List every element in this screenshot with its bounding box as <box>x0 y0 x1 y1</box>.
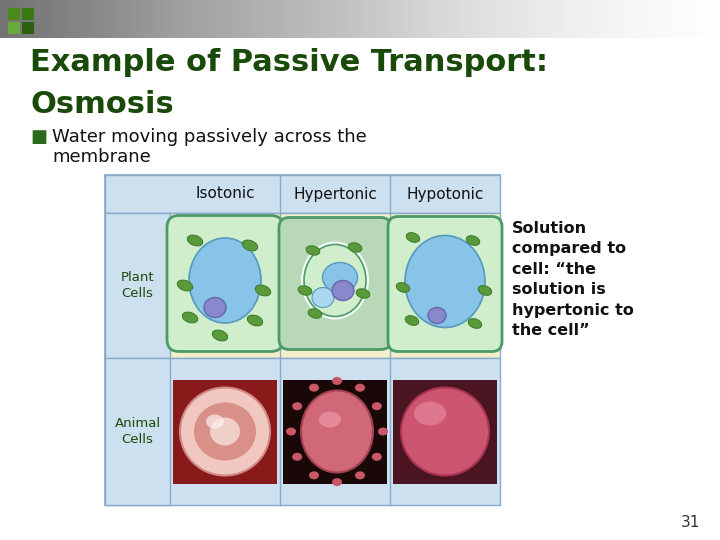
Ellipse shape <box>308 309 322 318</box>
Bar <box>280 358 390 505</box>
Ellipse shape <box>301 241 369 320</box>
Ellipse shape <box>180 388 270 476</box>
Ellipse shape <box>478 286 492 295</box>
Bar <box>22 22 34 34</box>
Bar <box>105 175 500 505</box>
Ellipse shape <box>406 233 420 242</box>
Bar <box>8 8 20 20</box>
Ellipse shape <box>206 415 224 429</box>
Text: Example of Passive Transport:: Example of Passive Transport: <box>30 48 548 77</box>
Ellipse shape <box>182 312 198 323</box>
Text: Plant
Cells: Plant Cells <box>121 271 154 300</box>
Ellipse shape <box>309 384 319 392</box>
Text: Solution
compared to
cell: “the
solution is
hypertonic to
the cell”: Solution compared to cell: “the solution… <box>512 221 634 338</box>
Ellipse shape <box>378 428 388 435</box>
Ellipse shape <box>301 390 373 472</box>
Ellipse shape <box>332 280 354 300</box>
Bar <box>105 358 170 505</box>
Ellipse shape <box>243 240 258 251</box>
Ellipse shape <box>428 307 446 323</box>
Bar <box>105 358 500 505</box>
Ellipse shape <box>292 402 302 410</box>
Ellipse shape <box>309 471 319 480</box>
Ellipse shape <box>323 262 358 293</box>
Ellipse shape <box>401 388 489 476</box>
Ellipse shape <box>187 235 203 246</box>
Ellipse shape <box>177 280 193 291</box>
Ellipse shape <box>204 298 226 318</box>
Bar <box>283 380 387 483</box>
Ellipse shape <box>189 238 261 323</box>
FancyBboxPatch shape <box>167 215 283 352</box>
Ellipse shape <box>332 377 342 385</box>
Text: 31: 31 <box>680 515 700 530</box>
Ellipse shape <box>247 315 263 326</box>
Ellipse shape <box>292 453 302 461</box>
Ellipse shape <box>312 287 334 307</box>
Bar <box>22 8 34 20</box>
Ellipse shape <box>306 246 320 255</box>
Bar <box>105 213 170 358</box>
Bar <box>105 175 500 213</box>
Bar <box>8 22 20 34</box>
Ellipse shape <box>467 235 480 245</box>
Bar <box>393 380 497 483</box>
Ellipse shape <box>356 289 370 298</box>
Text: membrane: membrane <box>52 148 150 166</box>
Ellipse shape <box>355 471 365 480</box>
Text: Water moving passively across the: Water moving passively across the <box>52 128 366 146</box>
Ellipse shape <box>468 319 482 328</box>
Ellipse shape <box>405 235 485 327</box>
Bar <box>173 380 277 483</box>
Ellipse shape <box>414 402 446 426</box>
Text: Animal
Cells: Animal Cells <box>114 417 161 446</box>
Ellipse shape <box>332 478 342 486</box>
Ellipse shape <box>396 282 410 292</box>
Ellipse shape <box>210 417 240 446</box>
Text: Hypotonic: Hypotonic <box>406 186 484 201</box>
Ellipse shape <box>355 384 365 392</box>
Ellipse shape <box>372 453 382 461</box>
Ellipse shape <box>319 411 341 428</box>
Text: ■: ■ <box>30 128 47 146</box>
Ellipse shape <box>372 402 382 410</box>
Ellipse shape <box>212 330 228 341</box>
FancyBboxPatch shape <box>279 218 391 349</box>
Ellipse shape <box>286 428 296 435</box>
Ellipse shape <box>405 316 419 326</box>
Ellipse shape <box>348 243 362 252</box>
Text: Osmosis: Osmosis <box>30 90 174 119</box>
Bar <box>170 358 280 505</box>
Text: Hypertonic: Hypertonic <box>293 186 377 201</box>
Bar <box>390 358 500 505</box>
Text: Isotonic: Isotonic <box>195 186 255 201</box>
Ellipse shape <box>298 286 312 295</box>
FancyBboxPatch shape <box>388 217 502 352</box>
Ellipse shape <box>304 245 366 316</box>
Bar <box>105 213 500 358</box>
Ellipse shape <box>256 285 271 296</box>
Ellipse shape <box>194 402 256 461</box>
